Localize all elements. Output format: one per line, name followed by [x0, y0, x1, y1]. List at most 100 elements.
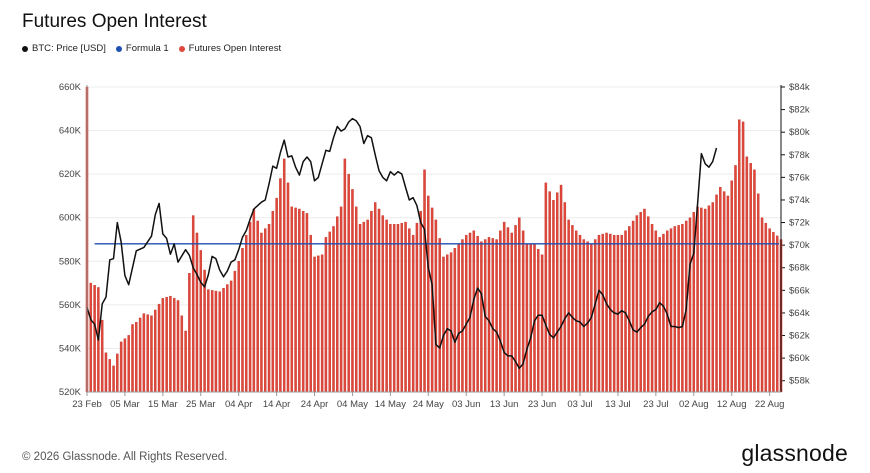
open-interest-bar	[165, 297, 168, 393]
x-tick-label: 13 Jul	[605, 399, 630, 410]
open-interest-bar	[188, 273, 191, 393]
open-interest-bar	[203, 269, 206, 393]
open-interest-bar	[446, 254, 449, 393]
open-interest-bar	[123, 338, 127, 393]
open-interest-bar	[290, 206, 294, 393]
legend-dot-icon	[115, 45, 122, 52]
open-interest-bar	[745, 156, 749, 393]
open-interest-bar	[741, 121, 745, 393]
y-right-tick-label: $80k	[789, 127, 810, 138]
y-right-tick-label: $82k	[789, 105, 810, 116]
open-interest-bar	[647, 216, 650, 393]
open-interest-bar	[563, 202, 567, 393]
open-interest-bar	[226, 284, 229, 393]
y-right-tick-label: $84k	[789, 82, 810, 93]
open-interest-bar	[593, 239, 597, 393]
open-interest-bar	[635, 215, 639, 393]
open-interest-bar	[559, 184, 563, 393]
open-interest-bar	[586, 241, 589, 393]
open-interest-bar	[404, 221, 407, 393]
open-interest-bar	[172, 298, 176, 393]
open-interest-bar	[343, 158, 347, 393]
legend-item-btc-price[interactable]: BTC: Price [USD]	[22, 43, 106, 54]
x-tick-label: 23 Jul	[643, 399, 668, 410]
open-interest-bar	[650, 224, 654, 393]
open-interest-bar	[719, 187, 722, 393]
open-interest-bar	[180, 315, 184, 393]
open-interest-bar	[108, 359, 111, 393]
x-tick-label: 24 May	[413, 399, 444, 410]
legend-item-open-interest[interactable]: Futures Open Interest	[178, 43, 281, 54]
open-interest-bar	[662, 233, 665, 393]
open-interest-bar	[491, 238, 495, 393]
x-tick-label: 23 Feb	[72, 399, 102, 410]
open-interest-bar	[358, 224, 362, 393]
open-interest-bar	[423, 169, 426, 393]
open-interest-bar	[419, 210, 422, 393]
open-interest-bar	[154, 309, 157, 393]
open-interest-bar	[282, 158, 286, 393]
open-interest-bar	[749, 163, 752, 393]
open-interest-bar	[775, 235, 779, 393]
y-right-tick-label: $58k	[789, 376, 810, 387]
open-interest-bar	[207, 289, 210, 393]
open-interest-bar	[389, 224, 392, 393]
open-interest-bar	[104, 352, 108, 393]
open-interest-bar	[218, 291, 221, 393]
x-tick-label: 02 Aug	[679, 399, 709, 410]
open-interest-bar	[574, 230, 578, 393]
open-interest-bar	[578, 234, 582, 393]
y-left-tick-label: 640K	[59, 126, 82, 137]
x-tick-label: 04 Apr	[225, 399, 252, 410]
open-interest-bar	[571, 225, 574, 393]
open-interest-bar	[324, 237, 328, 393]
open-interest-bar	[525, 243, 529, 393]
open-interest-bar	[427, 195, 430, 393]
open-interest-bar	[730, 180, 733, 393]
legend-label: Formula 1	[125, 43, 169, 54]
open-interest-bar	[734, 165, 737, 393]
y-left-tick-label: 580K	[59, 256, 82, 267]
open-interest-bar	[138, 317, 142, 393]
open-interest-bar	[237, 261, 240, 393]
x-tick-label: 24 Apr	[301, 399, 328, 410]
open-interest-bar	[339, 206, 343, 393]
open-interest-bar	[256, 220, 259, 393]
x-tick-label: 15 Mar	[148, 399, 178, 410]
open-interest-bar	[199, 250, 203, 393]
open-interest-bar	[643, 208, 646, 393]
y-right-tick-label: $70k	[789, 240, 810, 251]
open-interest-bar	[529, 243, 532, 393]
legend-label: BTC: Price [USD]	[32, 43, 106, 54]
open-interest-bar	[286, 182, 290, 393]
open-interest-bar	[711, 202, 714, 393]
open-interest-bar	[681, 224, 684, 393]
open-interest-bar	[233, 270, 237, 393]
open-interest-bar	[328, 231, 331, 393]
open-interest-bar	[582, 239, 586, 393]
open-interest-bar	[499, 230, 502, 393]
open-interest-bar	[476, 236, 479, 393]
open-interest-bar	[552, 200, 555, 393]
open-interest-bar	[381, 215, 385, 393]
open-interest-bar	[279, 178, 282, 393]
open-interest-bar	[415, 222, 419, 393]
open-interest-bar	[400, 222, 404, 393]
open-interest-bar	[214, 290, 218, 393]
open-interest-bar	[768, 228, 771, 393]
open-interest-bar	[248, 221, 252, 393]
open-interest-bar	[544, 182, 548, 393]
x-tick-label: 14 May	[375, 399, 406, 410]
y-left-tick-label: 520K	[59, 387, 82, 398]
open-interest-bar	[336, 216, 339, 393]
open-interest-bar	[131, 324, 134, 393]
y-left-tick-label: 620K	[59, 169, 82, 180]
open-interest-bar	[366, 219, 369, 393]
legend-item-formula[interactable]: Formula 1	[115, 43, 169, 54]
open-interest-bar	[119, 341, 123, 393]
chart-legend: BTC: Price [USD] Formula 1 Futures Open …	[22, 43, 281, 54]
open-interest-bar	[222, 287, 225, 393]
open-interest-bar	[191, 215, 195, 393]
y-left-tick-label: 540K	[59, 343, 82, 354]
